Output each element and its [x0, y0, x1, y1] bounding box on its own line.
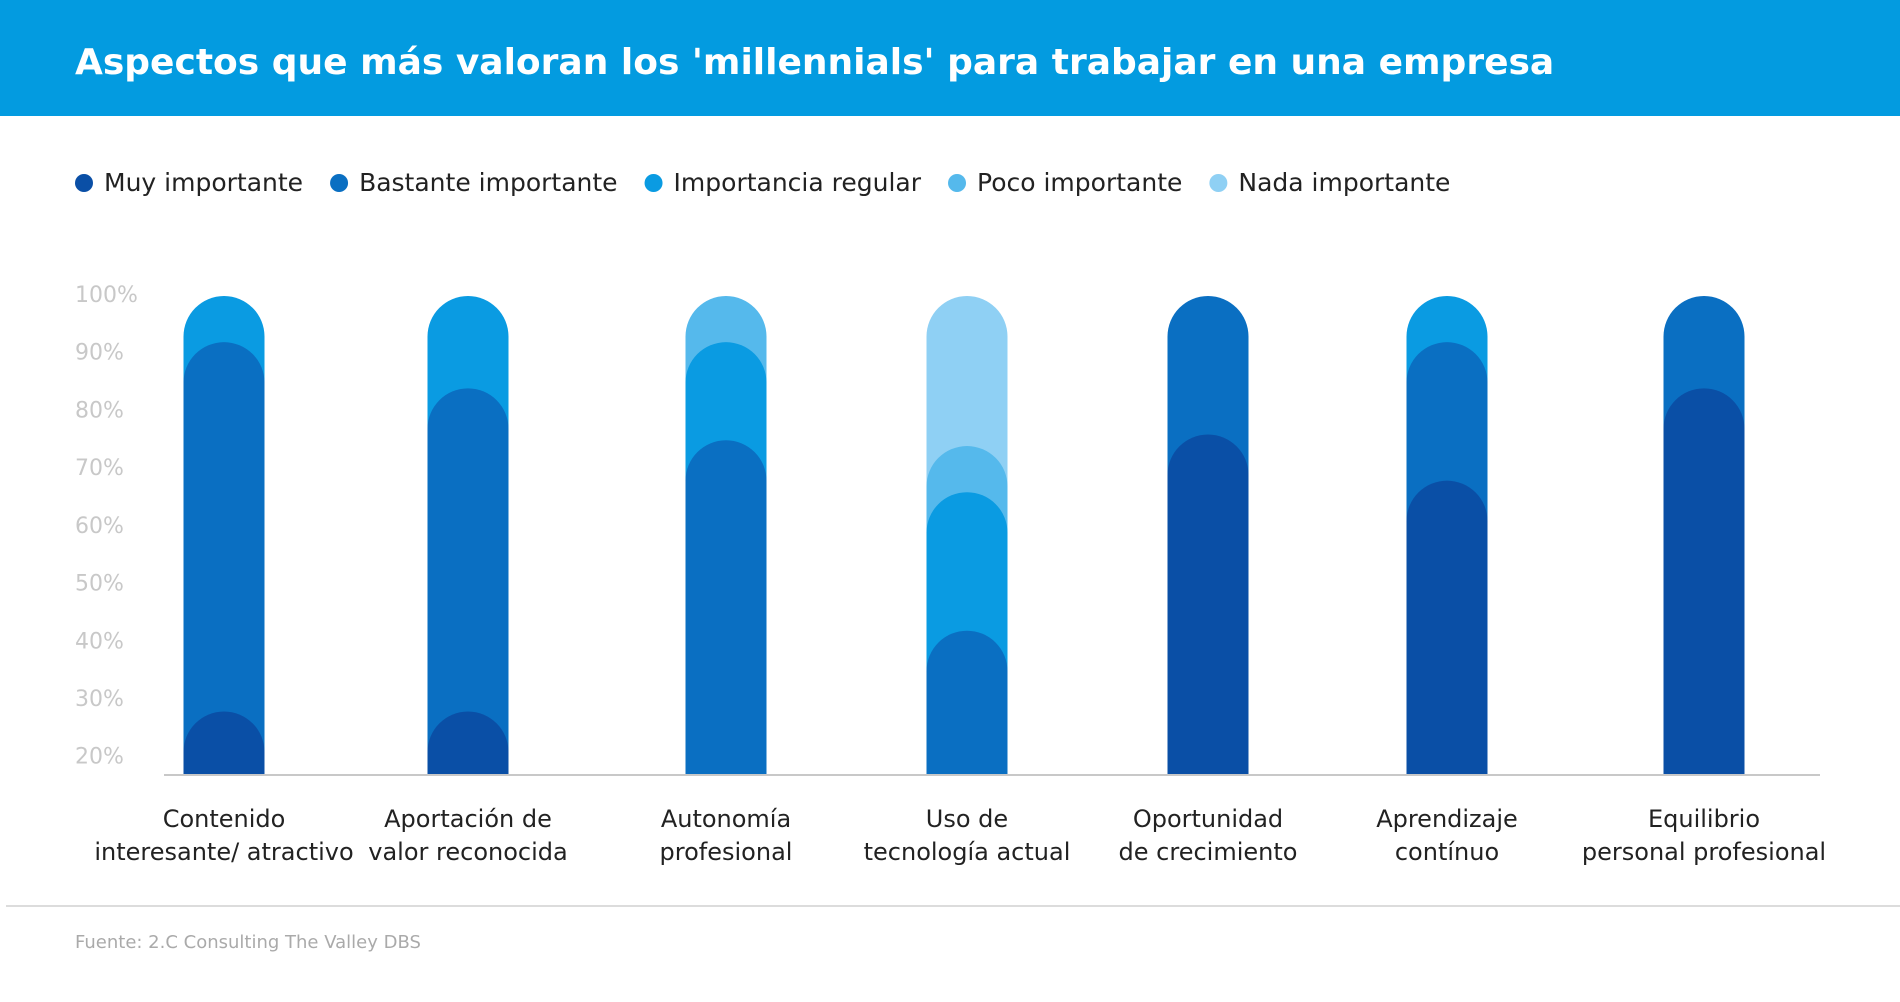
x-tick-label: Uso de: [926, 805, 1008, 833]
bar-segment: [427, 711, 509, 775]
x-tick-label: Equilibrio: [1648, 805, 1760, 833]
legend-label: Poco importante: [977, 168, 1182, 197]
legend-dot: [75, 174, 93, 192]
y-tick-label: 30%: [75, 687, 124, 712]
x-tick-label: Autonomía: [661, 805, 791, 833]
legend-label: Bastante importante: [359, 168, 617, 197]
legend-dot: [948, 174, 967, 192]
x-tick-label: Contenido: [163, 805, 286, 833]
y-tick-label: 100%: [75, 283, 138, 308]
legend-label: Nada importante: [1238, 168, 1450, 197]
y-tick-label: 20%: [75, 745, 124, 770]
x-tick-label: Aprendizaje: [1376, 805, 1518, 833]
bar-segment: [685, 440, 767, 775]
y-tick-label: 90%: [75, 341, 124, 366]
x-tick-label: valor reconocida: [368, 838, 567, 866]
header: [0, 0, 1900, 116]
bar-segment: [1167, 434, 1249, 775]
x-tick-label: personal profesional: [1582, 838, 1826, 866]
legend-label: Muy importante: [104, 168, 303, 197]
y-tick-label: 80%: [75, 398, 124, 423]
bar-segment: [926, 630, 1008, 775]
bar-segment: [1663, 388, 1745, 775]
x-tick-label: profesional: [660, 838, 793, 866]
x-tick-label: contínuo: [1395, 838, 1499, 866]
y-tick-label: 50%: [75, 572, 124, 597]
legend-dot: [644, 174, 663, 192]
x-tick-label: de crecimiento: [1119, 838, 1298, 866]
chart-title: Aspectos que más valoran los 'millennial…: [75, 42, 1554, 83]
x-tick-label: Oportunidad: [1133, 805, 1283, 833]
legend-label: Importancia regular: [674, 168, 922, 197]
y-tick-label: 70%: [75, 456, 124, 481]
bar-segment: [183, 342, 265, 775]
y-tick-label: 40%: [75, 629, 124, 654]
legend-dot: [330, 174, 349, 192]
bar-segment: [427, 388, 509, 775]
x-tick-label: tecnología actual: [864, 838, 1071, 866]
y-tick-label: 60%: [75, 514, 124, 539]
bar-segment: [1406, 480, 1488, 775]
legend-dot: [1209, 174, 1228, 192]
x-tick-label: interesante/ atractivo: [94, 838, 353, 866]
bar-segment: [183, 711, 265, 775]
source: Fuente: 2.C Consulting The Valley DBS: [75, 932, 421, 953]
x-tick-label: Aportación de: [384, 805, 552, 833]
